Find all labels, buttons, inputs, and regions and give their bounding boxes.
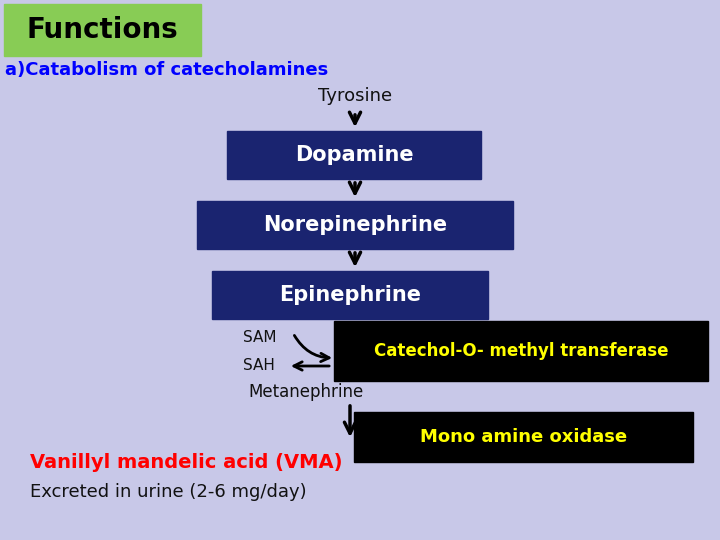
Text: Norepinephrine: Norepinephrine [263, 215, 447, 235]
FancyBboxPatch shape [212, 271, 488, 319]
Text: Vanillyl mandelic acid (VMA): Vanillyl mandelic acid (VMA) [30, 453, 343, 471]
Text: Catechol-O- methyl transferase: Catechol-O- methyl transferase [374, 342, 668, 360]
FancyBboxPatch shape [227, 131, 481, 179]
Text: Mono amine oxidase: Mono amine oxidase [420, 428, 627, 446]
FancyBboxPatch shape [197, 201, 513, 249]
FancyBboxPatch shape [334, 321, 708, 381]
Text: Metanephrine: Metanephrine [248, 383, 364, 401]
Text: Excreted in urine (2-6 mg/day): Excreted in urine (2-6 mg/day) [30, 483, 307, 501]
Text: SAM: SAM [243, 329, 276, 345]
FancyBboxPatch shape [4, 4, 201, 56]
FancyBboxPatch shape [354, 412, 693, 462]
Text: Dopamine: Dopamine [294, 145, 413, 165]
Text: SAH: SAH [243, 359, 275, 374]
Text: a)Catabolism of catecholamines: a)Catabolism of catecholamines [5, 61, 328, 79]
Text: Tyrosine: Tyrosine [318, 87, 392, 105]
Text: Functions: Functions [26, 16, 178, 44]
Text: Epinephrine: Epinephrine [279, 285, 421, 305]
